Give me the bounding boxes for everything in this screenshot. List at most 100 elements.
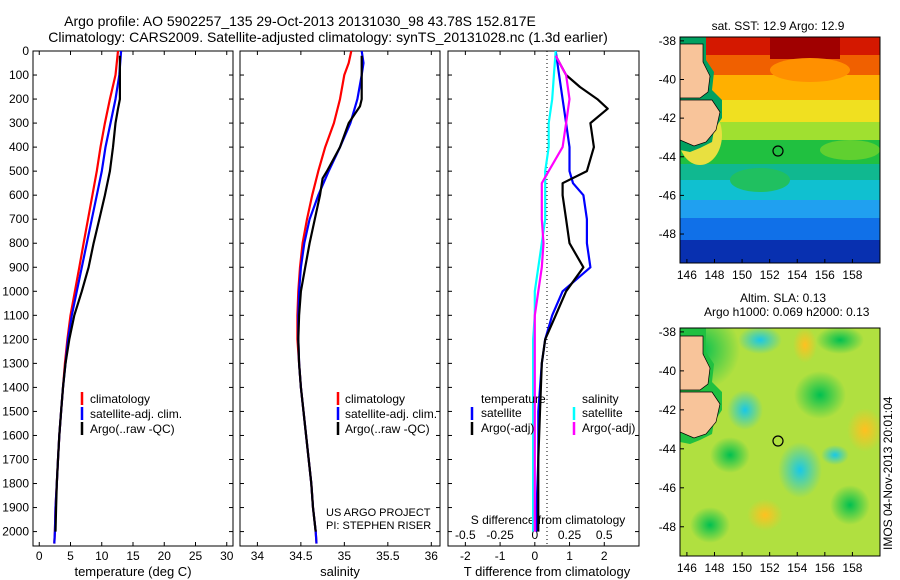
sst-map-lon-tick-label: 158 — [842, 268, 862, 282]
sla-map-lon-tick-label: 152 — [760, 561, 780, 575]
depth-tick-label: 800 — [9, 236, 29, 250]
depth-tick-label: 1500 — [2, 404, 29, 418]
series-line-argo-raw-qc — [54, 55, 122, 532]
depth-tick-label: 1800 — [2, 477, 29, 491]
legend-climatology: climatology — [90, 392, 150, 406]
sst-map-lon-tick-label: 146 — [677, 268, 697, 282]
t-difference-x-axis: -2 -1 0 1 2 — [460, 51, 608, 563]
temperature-lines — [53, 51, 123, 544]
temperature-x-axis: 0 5 10 15 20 25 30 — [36, 51, 234, 563]
sst-map-title: sat. SST: 12.9 Argo: 12.9 — [712, 19, 845, 33]
sla-map-subtitle: Argo h1000: 0.069 h2000: 0.13 — [704, 305, 870, 319]
sst-map-frame — [679, 36, 881, 264]
sla-map — [680, 328, 880, 556]
temperature-tick-label: 25 — [189, 549, 203, 563]
series-line-argo-raw-qc — [297, 55, 363, 532]
legend-argo: Argo(..raw -QC) — [345, 422, 430, 436]
sst-map-lat-tick-label: -48 — [659, 227, 677, 241]
legend-satellite-adj: satellite-adj. clim. — [345, 407, 437, 421]
t-difference-tick-label: 1 — [566, 549, 573, 563]
legend-s-argo: Argo(-adj) — [582, 421, 635, 435]
t-difference-axis-label: T difference from climatology — [464, 564, 631, 579]
s-difference-tick-label: 0 — [531, 528, 538, 542]
salinity-lines — [296, 51, 365, 544]
t-difference-tick-label: -1 — [495, 549, 506, 563]
sla-map-lon-tick-label: 156 — [815, 561, 835, 575]
depth-tick-label: 1900 — [2, 501, 29, 515]
salinity-tick-label: 34.5 — [289, 549, 313, 563]
series-line-argo-adj — [533, 55, 571, 532]
depth-tick-label: 1600 — [2, 428, 29, 442]
sla-map-lon-tick-label: 150 — [732, 561, 752, 575]
s-difference-tick-label: -0.5 — [455, 528, 476, 542]
sst-map-lat-tick-label: -38 — [659, 34, 677, 48]
sst-map-lat-tick-label: -46 — [659, 188, 677, 202]
sla-map-frame — [679, 327, 881, 557]
float-position-marker — [772, 145, 784, 157]
figure-title: Argo profile: AO 5902257_135 29-Oct-2013… — [64, 13, 536, 29]
depth-tick-label: 1200 — [2, 332, 29, 346]
depth-tick-label: 700 — [9, 212, 29, 226]
s-difference-tick-label: -0.25 — [486, 528, 514, 542]
sst-map-lon-tick-label: 150 — [732, 268, 752, 282]
sla-map-lat-tick-label: -42 — [659, 403, 677, 417]
depth-tick-label: 0 — [22, 44, 29, 58]
float-position-marker — [772, 435, 784, 447]
sst-map-lat-tick-label: -42 — [659, 111, 677, 125]
legend-title-temperature: temperature — [481, 392, 546, 406]
sla-map-lat-tick-label: -40 — [659, 364, 677, 378]
temperature-panel — [32, 50, 234, 547]
sla-map-axes: 146 148 150 152 154 156 158 -38 -40 -42 -44 -46 -48 — [659, 325, 863, 575]
figure-subtitle: Climatology: CARS2009. Satellite-adjuste… — [48, 29, 608, 45]
sla-map-lat-tick-label: -48 — [659, 520, 677, 534]
depth-tick-label: 300 — [9, 116, 29, 130]
sst-map-lon-tick-label: 154 — [787, 268, 807, 282]
project-name: US ARGO PROJECT — [326, 507, 431, 519]
legend-satellite-adj: satellite-adj. clim. — [90, 407, 182, 421]
sla-map-lat-tick-label: -46 — [659, 481, 677, 495]
depth-tick-label: 2000 — [2, 525, 29, 539]
temperature-legend: climatology satellite-adj. clim. Argo(..… — [80, 392, 182, 436]
salinity-tick-label: 34 — [251, 549, 265, 563]
temperature-axis-label: temperature (deg C) — [74, 564, 191, 579]
difference-legend: temperature salinity satellite Argo(-adj… — [470, 392, 635, 435]
salinity-x-axis: 34 34.5 35 35.5 36 — [251, 51, 438, 563]
series-line-satellite — [531, 51, 557, 532]
temperature-tick-label: 15 — [126, 549, 140, 563]
salinity-panel — [239, 50, 441, 547]
temperature-tick-label: 5 — [67, 549, 74, 563]
legend-t-argo: Argo(-adj) — [481, 421, 534, 435]
depth-axis: 0 100 200 300 400 500 600 700 800 900 1000 1100 1200… — [2, 44, 639, 539]
imos-watermark: IMOS 04-Nov-2013 20:01:04 — [881, 396, 895, 550]
t-difference-tick-label: 0 — [531, 549, 538, 563]
sst-map-axes: 146 148 150 152 154 156 158 -38 -40 -42 -44 -46 -48 — [659, 34, 863, 282]
sla-map-lat-tick-label: -38 — [659, 325, 677, 339]
depth-tick-label: 1100 — [3, 308, 29, 322]
sst-map-lon-tick-label: 152 — [760, 268, 780, 282]
temperature-tick-label: 10 — [95, 549, 109, 563]
sst-map-lat-tick-label: -44 — [659, 150, 677, 164]
sst-map-lon-tick-label: 148 — [704, 268, 724, 282]
sst-map-lon-tick-label: 156 — [815, 268, 835, 282]
t-difference-tick-label: -2 — [460, 549, 471, 563]
temperature-tick-label: 0 — [36, 549, 43, 563]
sla-map-lon-tick-label: 148 — [704, 561, 724, 575]
s-difference-tick-label: 0.25 — [558, 528, 582, 542]
salinity-tick-label: 35 — [338, 549, 352, 563]
legend-s-satellite: satellite — [582, 406, 623, 420]
sla-map-lat-tick-label: -44 — [659, 442, 677, 456]
legend-title-salinity: salinity — [582, 392, 619, 406]
sla-map-lon-tick-label: 158 — [842, 561, 862, 575]
project-pi: PI: STEPHEN RISER — [326, 520, 431, 532]
sla-map-lon-tick-label: 154 — [787, 561, 807, 575]
legend-argo: Argo(..raw -QC) — [90, 422, 175, 436]
sst-map — [680, 37, 880, 263]
difference-lines — [531, 51, 609, 532]
salinity-axis-label: salinity — [320, 564, 360, 579]
temperature-tick-label: 30 — [220, 549, 234, 563]
salinity-legend: climatology satellite-adj. clim. Argo(..… — [336, 392, 437, 436]
depth-tick-label: 900 — [9, 260, 29, 274]
t-difference-tick-label: 2 — [601, 549, 608, 563]
depth-tick-label: 600 — [9, 188, 29, 202]
